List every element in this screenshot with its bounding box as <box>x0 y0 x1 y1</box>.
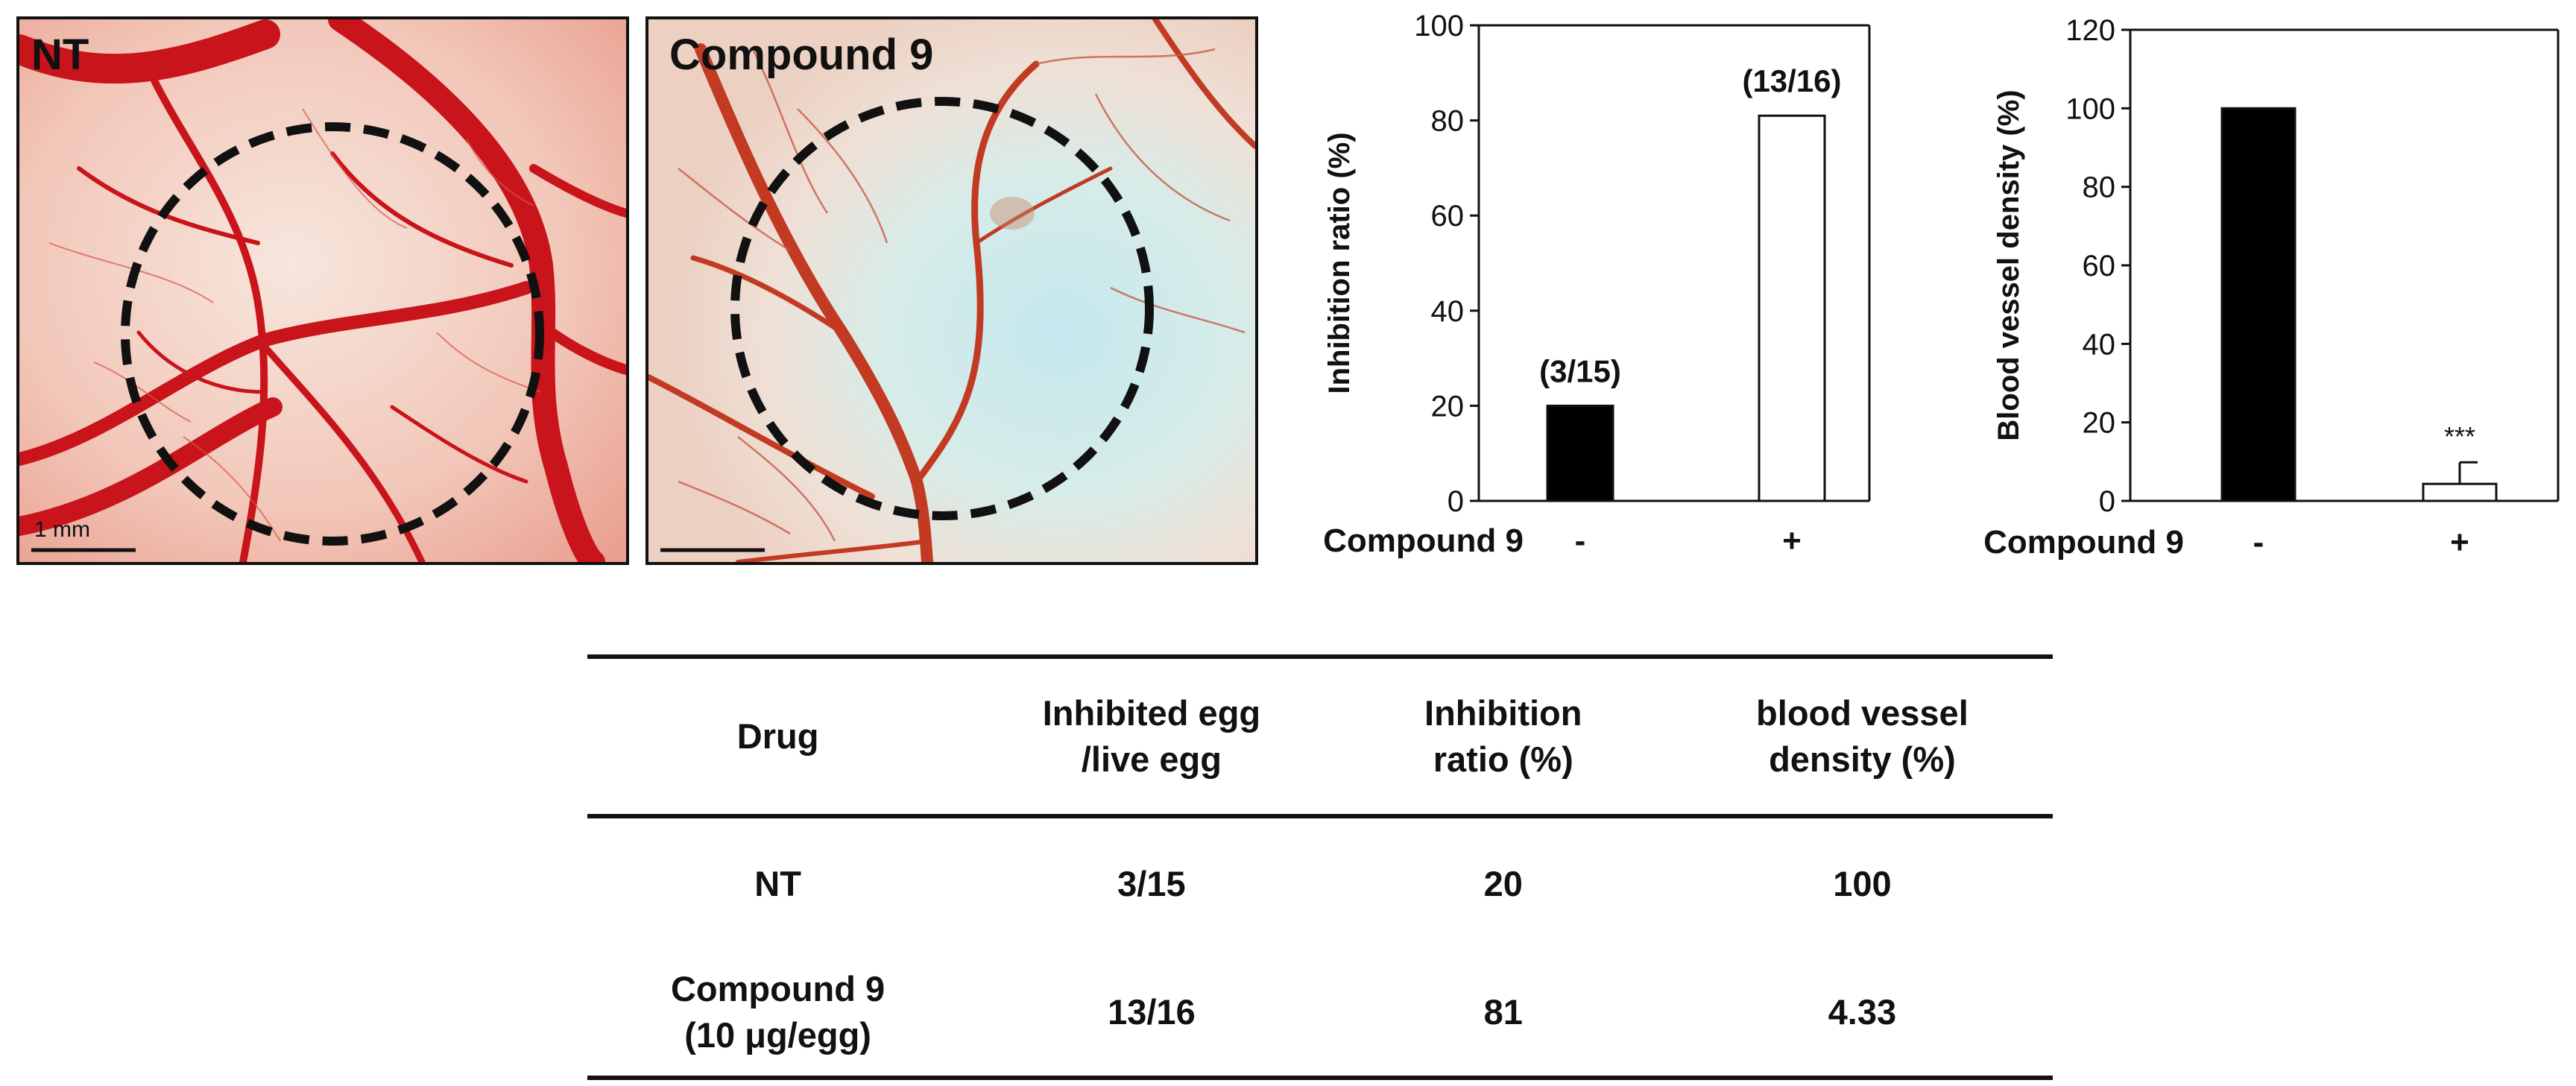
blood-vessel-density-chart-svg: 0 20 40 60 80 100 120 Blood vessel density (%) -… <box>1983 14 2560 561</box>
bar <box>1546 404 1614 502</box>
cell-inhibited: 13/16 <box>1108 992 1196 1032</box>
summary-table: Drug Inhibited egg/live egg Inhibition ra… <box>587 654 2053 1078</box>
bar <box>2220 107 2296 502</box>
y-tick-label: 60 <box>2083 250 2116 282</box>
region-circle-compound9 <box>730 97 1154 520</box>
inhibition-ratio-chart-svg: 0 20 40 60 80 100 Inhibition ratio (%) - (3/15) +… <box>1323 10 1871 559</box>
scale-bar-label: 1 mm <box>34 517 90 542</box>
cell-ratio: 81 <box>1483 992 1523 1032</box>
table-row: Compound 9 (10 μg/egg) 13/16 81 4.33 <box>587 949 2053 1078</box>
photo-label-nt: NT <box>31 31 89 79</box>
x-tick-label: + <box>2450 524 2469 561</box>
cam-photo-nt: 1 mm NT <box>16 16 629 565</box>
region-circle-nt <box>121 122 544 546</box>
y-tick-label: 100 <box>1414 10 1464 42</box>
data-label: (3/15) <box>1539 353 1621 388</box>
cell-drug: Compound 9 (10 μg/egg) <box>670 969 886 1055</box>
x-tick-label: - <box>2253 524 2264 561</box>
bar <box>2422 482 2498 502</box>
y-tick-label: 80 <box>2083 171 2116 204</box>
x-axis-label: Compound 9 <box>1323 523 1524 559</box>
table-header-row: Drug Inhibited egg/live egg Inhibition ra… <box>587 657 2053 816</box>
y-tick-label: 20 <box>1431 390 1465 423</box>
y-axis-label: Inhibition ratio (%) <box>1323 132 1356 394</box>
y-tick-label: 80 <box>1431 105 1465 138</box>
blood-vessel-density-chart: 0 20 40 60 80 100 120 Blood vessel density (%) -… <box>1938 0 2564 589</box>
cell-density: 4.33 <box>1828 992 1897 1032</box>
header-inhibited-egg: Inhibited egg/live egg <box>1042 693 1261 779</box>
y-tick-label: 60 <box>1431 200 1465 233</box>
significance-marker: *** <box>2444 421 2475 452</box>
header-inhibition-ratio: Inhibition ratio (%) <box>1424 693 1582 779</box>
y-tick-label: 40 <box>2083 328 2116 361</box>
header-blood-vessel-density: blood vessel density (%) <box>1756 693 1969 779</box>
table-row: NT 3/15 20 100 <box>587 816 2053 949</box>
cell-inhibited: 3/15 <box>1117 863 1186 903</box>
y-tick-label: 0 <box>2099 485 2115 518</box>
y-tick-label: 0 <box>1448 485 1464 518</box>
bar <box>1758 114 1826 502</box>
cam-photo-nt-image: 1 mm <box>19 19 626 562</box>
y-axis-label: Blood vessel density (%) <box>1992 89 2025 441</box>
y-tick-label: 120 <box>2065 14 2115 47</box>
y-tick-label: 100 <box>2065 92 2115 125</box>
x-axis-label: Compound 9 <box>1983 524 2184 561</box>
cam-photo-compound9-image <box>648 19 1255 562</box>
cell-density: 100 <box>1833 863 1892 903</box>
data-label: (13/16) <box>1742 63 1841 98</box>
header-drug: Drug <box>736 716 819 756</box>
cam-photo-compound9: Compound 9 <box>645 16 1258 565</box>
inhibition-ratio-chart: 0 20 40 60 80 100 Inhibition ratio (%) - (3/15) +… <box>1267 0 1878 589</box>
y-tick-label: 40 <box>1431 295 1465 328</box>
cell-drug: NT <box>754 863 801 903</box>
cell-ratio: 20 <box>1483 863 1523 903</box>
x-tick-label: + <box>1782 523 1802 559</box>
photo-label-compound9: Compound 9 <box>669 31 934 79</box>
y-tick-label: 20 <box>2083 407 2116 440</box>
x-tick-label: - <box>1575 523 1586 559</box>
